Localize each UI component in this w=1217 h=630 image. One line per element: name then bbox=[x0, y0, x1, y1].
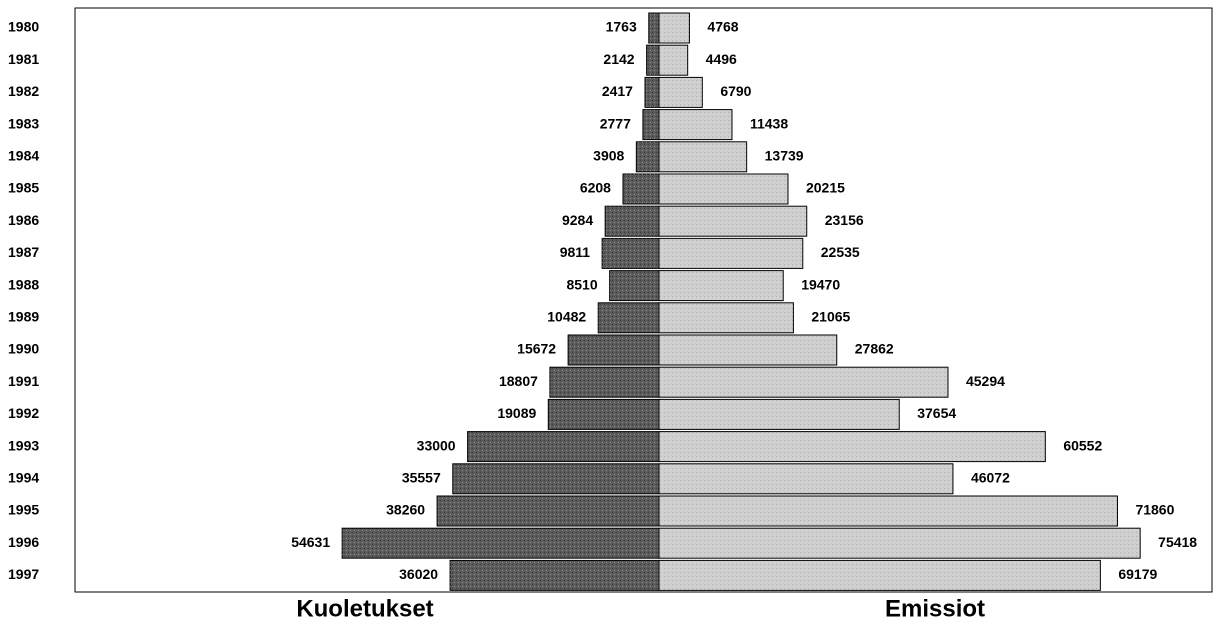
year-label: 1983 bbox=[8, 115, 39, 131]
value-label-right: 20215 bbox=[806, 180, 845, 196]
year-label: 1980 bbox=[8, 19, 39, 35]
bar-texture bbox=[437, 496, 659, 526]
value-label-right: 13739 bbox=[765, 148, 804, 164]
value-label-left: 33000 bbox=[417, 437, 456, 453]
bar-texture bbox=[648, 13, 659, 43]
value-label-right: 4496 bbox=[706, 51, 737, 67]
bar-texture bbox=[659, 463, 953, 494]
value-label-right: 27862 bbox=[855, 341, 894, 357]
value-label-left: 9284 bbox=[562, 212, 593, 228]
year-label: 1988 bbox=[8, 276, 39, 292]
plot-frame bbox=[74, 7, 1213, 593]
value-label-left: 38260 bbox=[386, 502, 425, 518]
bar-texture bbox=[659, 141, 747, 172]
bar-texture bbox=[659, 238, 803, 269]
year-label: 1987 bbox=[8, 244, 39, 260]
bar-texture bbox=[659, 206, 807, 237]
value-label-left: 35557 bbox=[402, 470, 441, 486]
year-label: 1982 bbox=[8, 83, 39, 99]
bar-texture bbox=[659, 174, 788, 204]
bar-texture bbox=[659, 431, 1046, 462]
value-label-left: 19089 bbox=[497, 405, 536, 421]
bar-texture bbox=[568, 335, 659, 365]
bar-texture bbox=[602, 238, 659, 269]
value-label-right: 69179 bbox=[1118, 566, 1157, 582]
value-label-left: 10482 bbox=[547, 309, 586, 325]
value-label-right: 60552 bbox=[1063, 437, 1102, 453]
value-label-left: 54631 bbox=[291, 534, 330, 550]
bar-texture bbox=[659, 335, 837, 365]
bar-texture bbox=[452, 463, 659, 494]
year-label: 1984 bbox=[8, 148, 39, 164]
bar-texture bbox=[659, 528, 1141, 559]
value-label-left: 15672 bbox=[517, 341, 556, 357]
bar-texture bbox=[549, 367, 659, 398]
value-label-right: 21065 bbox=[811, 309, 850, 325]
bar-texture bbox=[659, 496, 1118, 526]
left-series-label: Kuoletukset bbox=[296, 595, 433, 622]
bar-texture bbox=[659, 13, 690, 43]
bar-texture bbox=[622, 174, 659, 204]
value-label-left: 2142 bbox=[603, 51, 634, 67]
value-label-left: 18807 bbox=[499, 373, 538, 389]
value-label-right: 75418 bbox=[1158, 534, 1197, 550]
year-label: 1986 bbox=[8, 212, 39, 228]
bar-texture bbox=[659, 399, 900, 430]
value-label-left: 9811 bbox=[560, 244, 591, 260]
value-label-right: 22535 bbox=[821, 244, 860, 260]
bar-texture bbox=[342, 528, 659, 559]
value-label-right: 46072 bbox=[971, 470, 1010, 486]
bar-texture bbox=[548, 399, 659, 430]
value-label-right: 45294 bbox=[966, 373, 1005, 389]
bar-texture bbox=[659, 270, 784, 301]
bar-texture bbox=[646, 45, 659, 76]
value-label-left: 8510 bbox=[566, 276, 597, 292]
year-label: 1989 bbox=[8, 309, 39, 325]
bar-texture bbox=[598, 302, 659, 333]
value-label-right: 71860 bbox=[1135, 502, 1174, 518]
value-label-right: 6790 bbox=[720, 83, 751, 99]
value-label-right: 23156 bbox=[825, 212, 864, 228]
year-label: 1992 bbox=[8, 405, 39, 421]
bar-texture bbox=[659, 45, 688, 76]
right-series-label: Emissiot bbox=[885, 595, 985, 622]
year-label: 1990 bbox=[8, 341, 39, 357]
value-label-right: 4768 bbox=[707, 19, 738, 35]
value-label-right: 11438 bbox=[750, 115, 788, 131]
bar-texture bbox=[659, 367, 948, 398]
value-label-right: 37654 bbox=[917, 405, 956, 421]
year-label: 1991 bbox=[8, 373, 39, 389]
year-label: 1981 bbox=[8, 51, 39, 67]
bar-texture bbox=[609, 270, 659, 301]
bar-texture bbox=[467, 431, 659, 462]
bar-texture bbox=[636, 141, 659, 172]
bar-texture bbox=[659, 77, 703, 108]
bar-texture bbox=[659, 560, 1101, 591]
value-label-left: 2777 bbox=[600, 115, 631, 131]
year-label: 1997 bbox=[8, 566, 39, 582]
year-label: 1985 bbox=[8, 180, 39, 196]
bar-texture bbox=[605, 206, 659, 237]
year-label: 1996 bbox=[8, 534, 39, 550]
year-label: 1995 bbox=[8, 502, 39, 518]
bar-texture bbox=[644, 77, 659, 108]
bar-texture bbox=[659, 302, 794, 333]
value-label-left: 3908 bbox=[593, 148, 624, 164]
value-label-right: 19470 bbox=[801, 276, 840, 292]
bar-texture bbox=[450, 560, 659, 591]
value-label-left: 36020 bbox=[399, 566, 438, 582]
value-label-left: 2417 bbox=[602, 83, 633, 99]
bar-texture bbox=[642, 109, 659, 140]
bar-texture bbox=[659, 109, 732, 140]
value-label-left: 6208 bbox=[580, 180, 611, 196]
year-label: 1993 bbox=[8, 437, 39, 453]
value-label-left: 1763 bbox=[606, 19, 637, 35]
year-label: 1994 bbox=[8, 470, 39, 486]
